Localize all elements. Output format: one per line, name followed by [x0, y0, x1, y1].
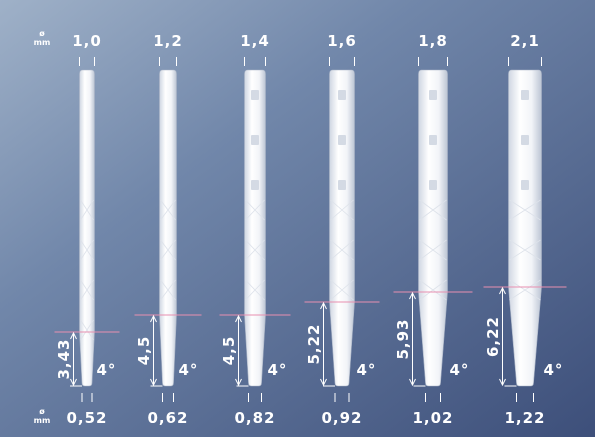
groove	[521, 135, 529, 145]
hatch	[330, 199, 354, 221]
post	[508, 69, 542, 387]
groove	[429, 90, 437, 100]
hatch	[160, 239, 176, 261]
taper-length: 3,43	[55, 338, 73, 379]
bottom-diameter: 0,52	[66, 409, 107, 427]
taper-length: 5,93	[394, 318, 412, 359]
hatch	[330, 239, 354, 261]
bottom-diameter: 1,02	[412, 409, 453, 427]
hatch	[330, 279, 354, 301]
unit: mm	[34, 38, 51, 47]
bottom-diameter: 1,22	[504, 409, 545, 427]
angle: 4°	[544, 361, 564, 379]
taper-length: 4,5	[220, 336, 238, 366]
post	[159, 69, 177, 387]
hatch	[80, 279, 94, 301]
hatch	[245, 279, 265, 301]
arrow	[320, 301, 327, 387]
hatch	[509, 279, 541, 301]
groove	[338, 135, 346, 145]
groove	[251, 135, 259, 145]
taper-length: 5,22	[305, 323, 323, 364]
taper-length: 6,22	[484, 316, 502, 357]
groove	[251, 180, 259, 190]
arrow	[409, 291, 416, 387]
arrow	[235, 314, 242, 387]
top-diameter: 2,1	[510, 32, 540, 50]
hatch	[509, 239, 541, 261]
groove	[521, 180, 529, 190]
angle: 4°	[97, 361, 117, 379]
hatch	[419, 199, 447, 221]
groove	[251, 90, 259, 100]
hatch	[419, 239, 447, 261]
top-diameter: 1,2	[153, 32, 183, 50]
post	[329, 69, 355, 387]
top-diameter: 1,6	[327, 32, 357, 50]
unit: mm	[34, 416, 51, 425]
angle: 4°	[450, 361, 470, 379]
top-diameter: 1,4	[240, 32, 270, 50]
groove	[429, 135, 437, 145]
post	[79, 69, 95, 387]
bottom-diameter: 0,82	[234, 409, 275, 427]
angle: 4°	[179, 361, 199, 379]
groove	[338, 90, 346, 100]
hatch	[80, 199, 94, 221]
hatch	[80, 239, 94, 261]
bottom-diameter: 0,92	[321, 409, 362, 427]
post	[244, 69, 266, 387]
hatch	[245, 239, 265, 261]
taper-length: 4,5	[135, 336, 153, 366]
top-diameter: 1,8	[418, 32, 448, 50]
post	[418, 69, 448, 387]
groove	[338, 180, 346, 190]
hatch	[160, 279, 176, 301]
arrow	[499, 286, 506, 387]
groove	[521, 90, 529, 100]
hatch	[509, 199, 541, 221]
hatch	[160, 199, 176, 221]
unit-symbol: ø	[39, 29, 45, 38]
top-diameter: 1,0	[72, 32, 102, 50]
groove	[429, 180, 437, 190]
arrow	[150, 314, 157, 387]
angle: 4°	[357, 361, 377, 379]
angle: 4°	[268, 361, 288, 379]
hatch	[419, 279, 447, 301]
hatch	[245, 199, 265, 221]
unit-symbol: ø	[39, 407, 45, 416]
arrow	[70, 331, 77, 387]
hatch	[80, 319, 94, 341]
bottom-diameter: 0,62	[147, 409, 188, 427]
